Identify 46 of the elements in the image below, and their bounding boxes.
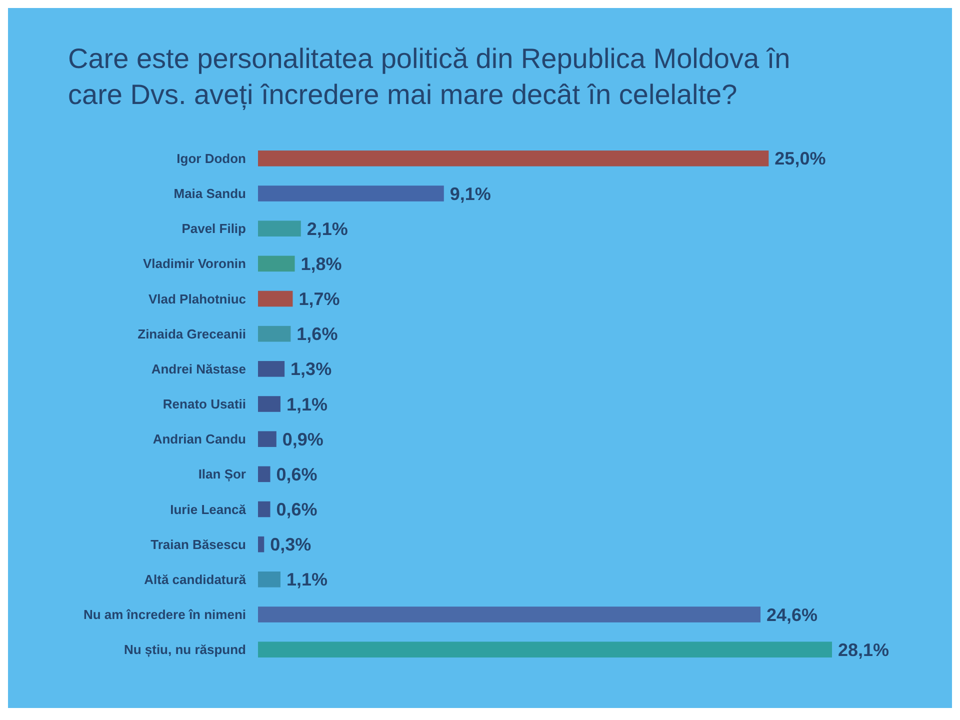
bar	[258, 536, 264, 552]
bar	[258, 256, 295, 272]
data-label: 1,6%	[296, 324, 338, 344]
y-tick-label: Andrian Candu	[152, 432, 246, 447]
data-label: 9,1%	[450, 184, 491, 204]
data-label: 0,9%	[282, 429, 324, 450]
bar	[258, 642, 832, 658]
bar	[258, 572, 280, 588]
data-label: 1,3%	[290, 359, 332, 380]
data-label: 0,6%	[276, 464, 318, 484]
bar	[258, 431, 276, 447]
data-label: 24,6%	[766, 604, 818, 625]
y-tick-label: Maia Sandu	[174, 186, 246, 202]
bar	[258, 606, 761, 622]
data-label: 2,1%	[306, 218, 348, 239]
bar	[258, 501, 270, 518]
y-tick-label: Nu am încredere în nimeni	[83, 607, 246, 622]
data-label: 1,1%	[286, 570, 328, 590]
bar	[258, 220, 301, 236]
y-tick-label: Nu știu, nu răspund	[124, 642, 246, 658]
data-label: 28,1%	[838, 640, 890, 660]
data-label: 1,8%	[300, 254, 342, 274]
data-label: 0,6%	[276, 500, 318, 520]
y-tick-label: Renato Usatii	[162, 396, 246, 412]
bar	[258, 186, 444, 202]
y-tick-label: Vlad Plahotniuc	[148, 291, 246, 306]
data-label: 1,1%	[286, 394, 328, 414]
y-tick-label: Zinaida Greceanii	[138, 326, 246, 342]
y-tick-label: Vladimir Voronin	[142, 256, 246, 272]
bar	[258, 396, 280, 412]
bar	[258, 466, 270, 482]
bar	[258, 290, 293, 307]
y-tick-label: Andrei Năstase	[151, 361, 246, 376]
y-tick-label: Altă candidatură	[144, 572, 247, 587]
bar	[258, 326, 291, 342]
data-label: 0,3%	[270, 534, 312, 555]
y-tick-label: Igor Dodon	[176, 150, 246, 166]
y-tick-label: Iurie Leancă	[170, 502, 247, 517]
chart-title: Care este personalitatea politică din Republica Moldova în care Dvs. aveți încredere mai mare decât în celelalte?	[68, 43, 790, 110]
data-label: 1,7%	[298, 289, 340, 310]
data-label: 25,0%	[774, 148, 826, 169]
y-tick-label: Ilan Șor	[198, 466, 246, 483]
y-tick-label: Traian Băsescu	[150, 536, 246, 552]
y-tick-label: Pavel Filip	[182, 221, 246, 236]
bar	[258, 150, 769, 166]
bar	[258, 361, 285, 377]
